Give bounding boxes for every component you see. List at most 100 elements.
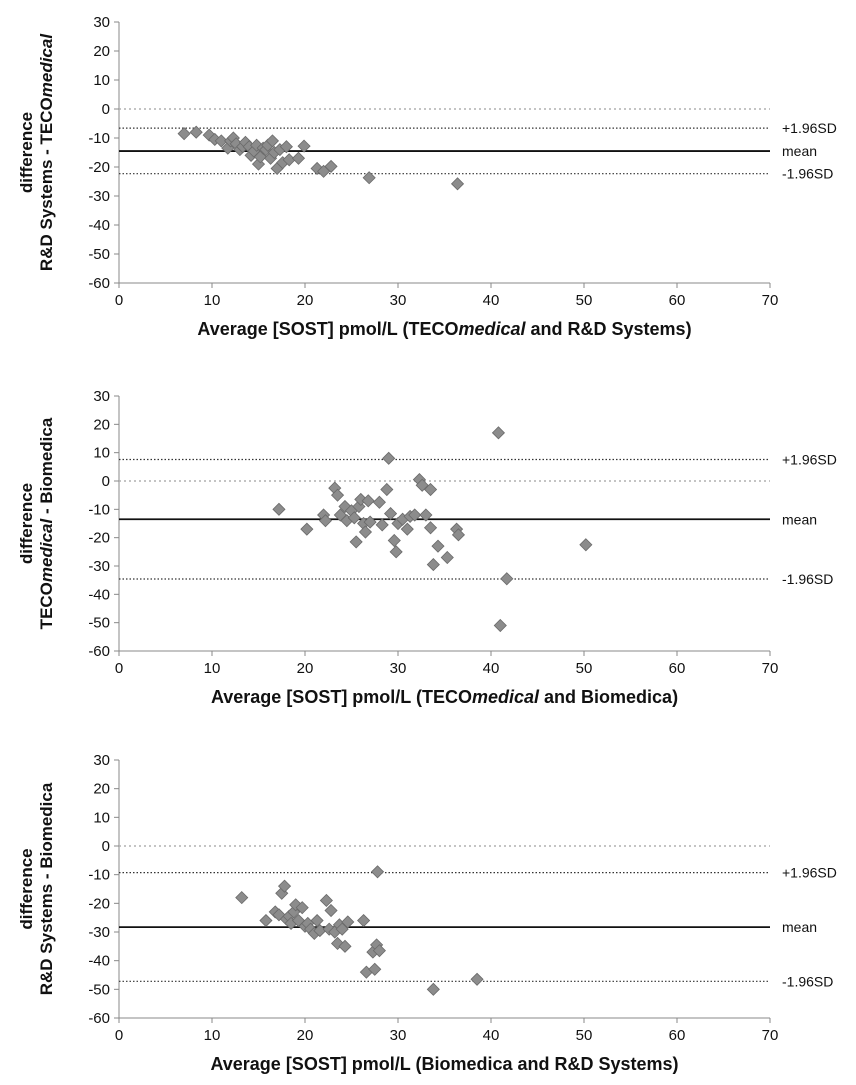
y-axis-title-line2: TECOmedical - Biomedica — [37, 417, 56, 629]
data-point — [295, 901, 309, 915]
x-tick-label: 10 — [204, 1027, 221, 1044]
y-tick-label: 20 — [93, 43, 110, 60]
y-tick-label: 30 — [93, 388, 110, 405]
x-tick-label: 20 — [297, 1027, 314, 1044]
y-tick-label: -40 — [88, 586, 110, 603]
y-tick-label: -40 — [88, 217, 110, 234]
data-point — [318, 514, 333, 528]
y-tick-label: 0 — [102, 473, 110, 490]
x-tick-label: 40 — [483, 660, 500, 677]
limit-label: -1.96SD — [782, 973, 833, 989]
y-tick-label: -10 — [88, 501, 110, 518]
data-point — [451, 528, 466, 542]
data-point — [362, 171, 376, 185]
data-point — [277, 879, 292, 893]
data-point — [324, 159, 338, 173]
data-point — [338, 939, 352, 953]
y-tick-label: -20 — [88, 159, 110, 176]
data-point — [349, 535, 363, 549]
y-tick-label: 20 — [93, 416, 110, 433]
data-point — [375, 518, 389, 532]
mean-label: mean — [782, 511, 817, 527]
data-point — [259, 913, 273, 928]
label-segment: and Biomedica) — [539, 687, 678, 707]
y-tick-label: -20 — [88, 530, 110, 547]
data-point — [491, 426, 506, 440]
italic-label-segment: medical — [37, 517, 56, 582]
data-point — [579, 538, 593, 552]
x-tick-label: 70 — [762, 1027, 779, 1044]
y-axis-title-line1: difference — [17, 848, 36, 929]
x-tick-label: 10 — [204, 660, 221, 677]
y-tick-label: 0 — [102, 838, 110, 855]
x-tick-label: 30 — [390, 1027, 407, 1044]
data-point — [493, 618, 507, 633]
y-tick-label: -30 — [88, 188, 110, 205]
y-tick-label: 30 — [93, 752, 110, 769]
label-segment: - Biomedica — [37, 417, 56, 519]
data-point — [450, 177, 465, 191]
x-tick-label: 70 — [762, 292, 779, 309]
y-tick-label: -50 — [88, 981, 110, 998]
data-point — [330, 488, 345, 502]
limit-label: +1.96SD — [782, 865, 837, 881]
y-tick-label: -50 — [88, 246, 110, 263]
data-point — [426, 558, 440, 572]
x-tick-label: 50 — [576, 1027, 593, 1044]
x-tick-label: 60 — [669, 292, 686, 309]
y-tick-label: -30 — [88, 558, 110, 575]
data-point — [324, 903, 338, 918]
data-point — [383, 507, 398, 521]
limit-label: +1.96SD — [782, 451, 837, 467]
x-tick-label: 0 — [115, 660, 123, 677]
y-axis-title-line1: difference — [17, 483, 36, 564]
x-tick-label: 60 — [669, 1027, 686, 1044]
data-point — [235, 891, 249, 905]
data-point — [214, 134, 228, 148]
data-point — [400, 522, 414, 536]
label-segment: R&D Systems - Biomedica — [37, 782, 56, 995]
y-tick-label: 20 — [93, 781, 110, 798]
y-tick-label: -20 — [88, 895, 110, 912]
data-point — [370, 865, 385, 879]
data-point — [419, 508, 433, 522]
y-tick-label: 10 — [93, 445, 110, 462]
label-segment: and R&D Systems) — [526, 319, 692, 339]
chart-panel-1: -60 -50 -40 -30 -20 -10 0 10 20 30 0 10 20 30 40 50 60 70… — [17, 14, 837, 339]
data-point — [470, 972, 484, 986]
data-point — [265, 134, 280, 148]
data-point — [380, 482, 394, 497]
label-segment: Average [SOST] pmol/L (TECO — [211, 687, 472, 707]
y-tick-label: -10 — [88, 130, 110, 147]
data-point — [341, 915, 355, 929]
y-tick-label: 10 — [93, 72, 110, 89]
italic-label-segment: medical — [458, 319, 526, 339]
y-tick-label: 30 — [93, 14, 110, 31]
data-point — [297, 139, 311, 153]
data-point — [363, 515, 377, 529]
data-point — [300, 522, 314, 536]
x-tick-label: 30 — [390, 292, 407, 309]
data-point — [372, 944, 386, 958]
chart-panel-2: -60 -50 -40 -30 -20 -10 0 10 20 30 0 10 20 30 40 50 60 70… — [17, 388, 837, 707]
data-point — [347, 511, 361, 525]
y-tick-label: -30 — [88, 924, 110, 941]
label-segment: R&D Systems - TECO — [37, 97, 56, 271]
data-point — [423, 482, 438, 497]
data-point — [272, 502, 286, 516]
data-point — [382, 451, 396, 465]
data-point — [415, 478, 429, 492]
y-tick-label: -60 — [88, 1010, 110, 1027]
data-point — [335, 922, 349, 936]
x-tick-label: 40 — [483, 292, 500, 309]
data-point — [319, 893, 333, 908]
x-tick-label: 70 — [762, 660, 779, 677]
mean-label: mean — [782, 143, 817, 159]
data-point — [500, 572, 514, 586]
data-point — [177, 127, 191, 141]
data-point — [310, 913, 324, 928]
data-point — [408, 508, 422, 522]
y-axis-title-line1: difference — [17, 112, 36, 193]
x-tick-label: 0 — [115, 1027, 123, 1044]
